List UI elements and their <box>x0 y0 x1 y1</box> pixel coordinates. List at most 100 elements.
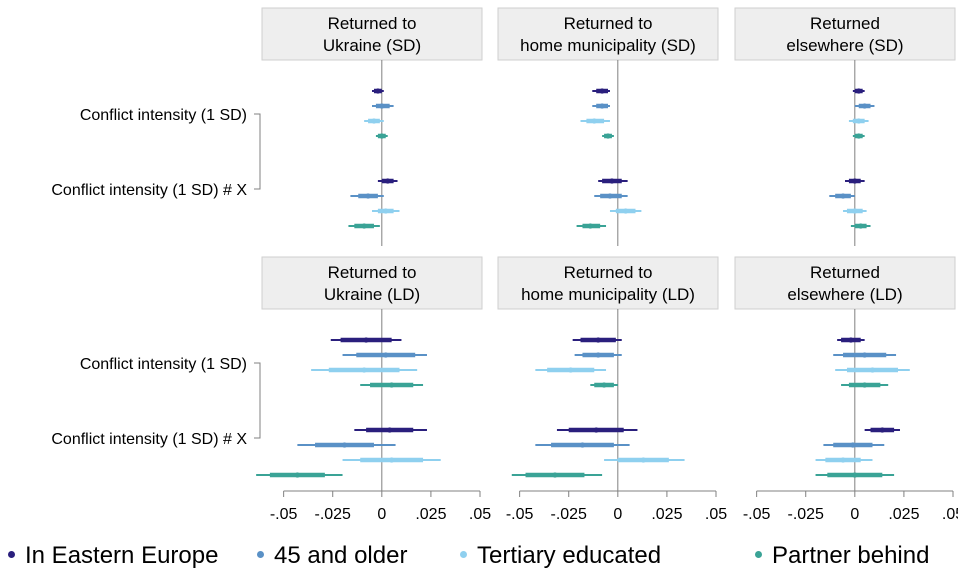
x-tick-label: .025 <box>415 506 446 523</box>
x-tick-label: -.025 <box>787 506 824 523</box>
point-estimate <box>379 103 385 109</box>
legend-item-tertiary-educated: Tertiary educated <box>460 540 661 572</box>
row-label-bracket <box>254 113 261 190</box>
point-estimate <box>879 427 885 433</box>
panel-2: Returned to home municipality (SD) <box>497 7 719 246</box>
point-estimate <box>856 133 862 139</box>
legend-label-eastern-europe: In Eastern Europe <box>25 542 219 569</box>
panel-title-line: Returned to <box>328 14 417 33</box>
point-estimate <box>869 367 876 373</box>
point-estimate <box>375 88 381 94</box>
point-estimate <box>599 88 605 94</box>
point-estimate <box>361 223 367 229</box>
point-estimate <box>852 472 858 478</box>
point-estimate <box>595 352 601 358</box>
row-label-interaction: Conflict intensity (1 SD) # X <box>51 182 247 199</box>
x-tick-label: .025 <box>651 506 682 523</box>
x-tick-label: 0 <box>613 506 622 523</box>
panel-title-box <box>261 256 483 310</box>
point-estimate <box>365 193 371 199</box>
point-estimate <box>587 223 593 229</box>
panel-6: Returned elsewhere (LD) -.05 -.025 0 .025 .05 <box>734 256 958 523</box>
row-label-bracket <box>254 362 261 439</box>
legend-dot-tertiary-educated <box>460 551 467 559</box>
x-tick-label: -.05 <box>270 506 298 523</box>
point-estimate <box>379 133 385 139</box>
row-label-interaction: Conflict intensity (1 SD) # X <box>51 431 247 448</box>
panel-title-line: elsewhere (LD) <box>787 285 902 304</box>
point-estimate <box>387 427 393 433</box>
point-estimate <box>862 103 868 109</box>
point-estimate <box>579 442 586 448</box>
point-estimate <box>607 193 613 199</box>
panel-title-line: Ukraine (SD) <box>323 36 421 55</box>
panel-3: Returned elsewhere (SD) <box>734 7 956 246</box>
point-estimate <box>383 208 389 214</box>
panel-title-line: Returned to <box>564 263 653 282</box>
x-tick-label: -.025 <box>314 506 351 523</box>
point-estimate <box>383 352 389 358</box>
panel-title-line: home municipality (SD) <box>520 36 696 55</box>
x-tick-label: 0 <box>377 506 386 523</box>
point-estimate <box>593 427 599 433</box>
point-estimate <box>599 103 605 109</box>
point-estimate <box>623 208 629 214</box>
row-label-main: Conflict intensity (1 SD) <box>80 107 247 124</box>
point-estimate <box>856 118 862 124</box>
panel-1: Returned to Ukraine (SD) <box>261 7 483 246</box>
legend-item-45-and-older: 45 and older <box>257 540 407 572</box>
point-estimate <box>568 367 574 373</box>
panel-title-box <box>497 7 719 61</box>
point-estimate <box>294 472 300 478</box>
panel-4: Returned to Ukraine (LD) -.05 -.025 0 .025 .05 <box>256 256 491 523</box>
panel-title-box <box>497 256 719 310</box>
x-tick-label: 0 <box>850 506 859 523</box>
panel-title-line: home municipality (LD) <box>521 285 695 304</box>
row-label-group: Conflict intensity (1 SD) Conflict intens… <box>51 356 261 448</box>
legend-label-tertiary-educated: Tertiary educated <box>477 542 662 569</box>
panel-5: Returned to home municipality (LD) -.05 -.0… <box>497 256 727 523</box>
x-tick-label: .05 <box>469 506 491 523</box>
panel-title-box <box>734 256 956 310</box>
legend-item-eastern-europe: In Eastern Europe <box>8 540 218 572</box>
panel-title-line: Returned to <box>564 14 653 33</box>
point-estimate <box>862 352 868 358</box>
point-estimate <box>858 223 864 229</box>
legend-dot-eastern-europe <box>8 551 15 559</box>
point-estimate <box>852 208 858 214</box>
legend-label-partner-behind: Partner behind <box>772 542 930 569</box>
point-estimate <box>856 88 862 94</box>
panel-title-line: Returned to <box>328 263 417 282</box>
point-estimate <box>363 337 369 343</box>
point-estimate <box>552 472 558 478</box>
point-estimate <box>371 118 377 124</box>
point-estimate <box>640 457 646 463</box>
x-tick-label: -.025 <box>550 506 587 523</box>
row-label-group: Conflict intensity (1 SD) Conflict intens… <box>51 107 261 199</box>
x-tick-label: .05 <box>942 506 958 523</box>
point-estimate <box>605 133 611 139</box>
legend-item-partner-behind: Partner behind <box>755 540 929 572</box>
point-estimate <box>389 457 395 463</box>
point-estimate <box>848 337 854 343</box>
x-tick-label: -.05 <box>506 506 534 523</box>
point-estimate <box>862 382 868 388</box>
x-tick-label: -.05 <box>743 506 771 523</box>
point-estimate <box>385 178 391 184</box>
panel-title-line: Returned <box>810 263 880 282</box>
panel-title-box <box>261 7 483 61</box>
point-estimate <box>341 442 348 448</box>
panel-title-line: Ukraine (LD) <box>324 285 420 304</box>
legend: In Eastern Europe 45 and older Tertiary … <box>0 540 958 580</box>
row-label-main: Conflict intensity (1 SD) <box>80 356 247 373</box>
point-estimate <box>595 337 601 343</box>
point-estimate <box>361 367 367 373</box>
point-estimate <box>852 178 858 184</box>
point-estimate <box>850 442 856 448</box>
panel-title-line: elsewhere (SD) <box>786 36 903 55</box>
point-estimate <box>601 382 607 388</box>
panel-title-box <box>734 7 956 61</box>
legend-dot-partner-behind <box>755 551 762 559</box>
legend-dot-45-and-older <box>257 551 264 559</box>
